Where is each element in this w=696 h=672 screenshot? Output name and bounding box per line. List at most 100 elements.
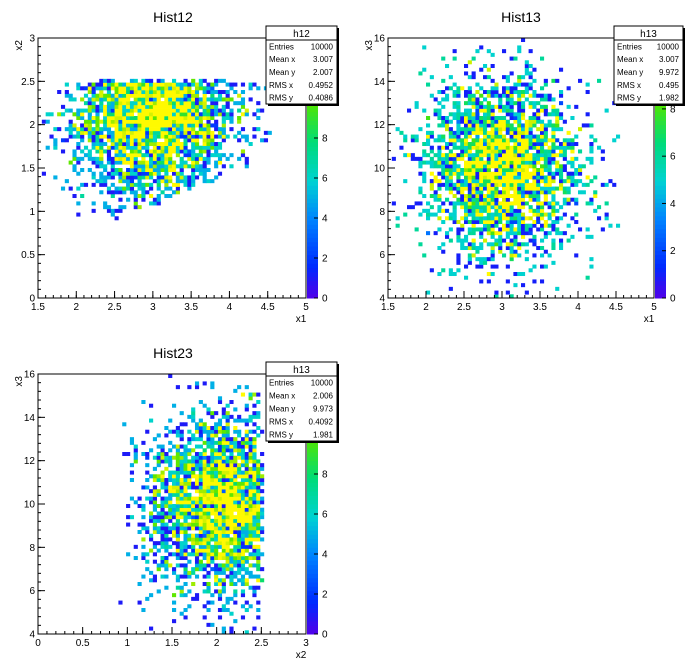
heatmap-cell bbox=[160, 86, 165, 91]
heatmap-cell bbox=[551, 130, 556, 135]
heatmap-cell bbox=[547, 145, 552, 150]
heatmap-cell bbox=[194, 138, 200, 143]
heatmap-cell bbox=[540, 223, 545, 228]
heatmap-cell bbox=[452, 272, 457, 277]
heatmap-cell bbox=[543, 182, 548, 187]
heatmap-cell bbox=[490, 201, 495, 206]
heatmap-cell bbox=[555, 138, 560, 143]
heatmap-cell bbox=[456, 171, 461, 176]
heatmap-cell bbox=[118, 97, 123, 102]
heatmap-cell bbox=[248, 86, 253, 91]
heatmap-cell bbox=[559, 242, 564, 247]
heatmap-cell bbox=[479, 234, 484, 239]
heatmap-cell bbox=[536, 108, 541, 113]
heatmap-cell bbox=[589, 257, 594, 262]
heatmap-cell bbox=[145, 86, 150, 91]
heatmap-cell bbox=[164, 164, 169, 169]
heatmap-cell bbox=[479, 220, 484, 225]
heatmap-cell bbox=[426, 82, 431, 87]
heatmap-cell bbox=[543, 175, 548, 180]
heatmap-cell bbox=[441, 220, 446, 225]
heatmap-cell bbox=[191, 533, 196, 538]
heatmap-cell bbox=[524, 90, 529, 95]
heatmap-cell bbox=[179, 563, 184, 568]
heatmap-cell bbox=[464, 171, 469, 176]
heatmap-cell bbox=[410, 156, 415, 161]
heatmap-cell bbox=[80, 182, 85, 187]
heatmap-cell bbox=[240, 582, 246, 587]
heatmap-cell bbox=[145, 142, 150, 147]
heatmap-cell bbox=[407, 108, 412, 113]
heatmap-cell bbox=[198, 168, 203, 173]
heatmap-cell bbox=[206, 522, 211, 527]
heatmap-cell bbox=[574, 253, 579, 258]
heatmap-cell bbox=[183, 615, 188, 620]
heatmap-cell bbox=[179, 455, 184, 460]
heatmap-cell bbox=[225, 500, 230, 505]
heatmap-cell bbox=[194, 82, 200, 87]
heatmap-cell bbox=[562, 142, 567, 147]
heatmap-cell bbox=[149, 138, 154, 143]
heatmap-cell bbox=[422, 179, 427, 184]
heatmap-cell bbox=[152, 142, 157, 147]
stats-box-frame bbox=[613, 25, 684, 105]
heatmap-cell bbox=[486, 272, 491, 277]
heatmap-cell bbox=[87, 134, 92, 139]
heatmap-cell bbox=[198, 504, 203, 509]
heatmap-cell bbox=[187, 522, 192, 527]
heatmap-cell bbox=[210, 544, 215, 549]
heatmap-cell bbox=[260, 474, 265, 479]
heatmap-cell bbox=[464, 164, 469, 169]
heatmap-cell bbox=[517, 197, 522, 202]
heatmap-cell bbox=[433, 190, 438, 195]
heatmap-cell bbox=[137, 108, 142, 113]
heatmap-cell bbox=[509, 160, 514, 165]
heatmap-cell bbox=[175, 175, 180, 180]
heatmap-cell bbox=[126, 104, 131, 109]
heatmap-cell bbox=[114, 123, 119, 128]
heatmap-cell bbox=[175, 574, 180, 579]
heatmap-cell bbox=[145, 478, 150, 483]
heatmap-cell bbox=[248, 556, 253, 561]
heatmap-cell bbox=[168, 86, 173, 91]
heatmap-cell bbox=[145, 127, 150, 132]
heatmap-cell bbox=[445, 168, 450, 173]
heatmap-cell bbox=[221, 526, 226, 531]
heatmap-cell bbox=[149, 112, 154, 117]
heatmap-cell bbox=[437, 272, 442, 277]
heatmap-cell bbox=[156, 130, 161, 135]
heatmap-cell bbox=[551, 138, 556, 143]
heatmap-cell bbox=[248, 455, 253, 460]
heatmap-cell bbox=[422, 208, 427, 213]
heatmap-cell bbox=[521, 145, 526, 150]
heatmap-cell bbox=[418, 201, 423, 206]
heatmap-cell bbox=[244, 544, 249, 549]
heatmap-cell bbox=[233, 429, 238, 434]
heatmap-cell bbox=[210, 552, 215, 557]
heatmap-cell bbox=[221, 478, 226, 483]
heatmap-cell bbox=[502, 238, 507, 243]
heatmap-cell bbox=[490, 231, 495, 236]
heatmap-cell bbox=[483, 220, 488, 225]
heatmap-cell bbox=[217, 97, 223, 102]
heatmap-cell bbox=[244, 630, 249, 635]
heatmap-cell bbox=[68, 93, 73, 98]
colorbar-swatch bbox=[307, 220, 318, 225]
heatmap-cell bbox=[129, 186, 135, 191]
colorbar-swatch bbox=[307, 556, 318, 561]
y-tick-label: 14 bbox=[374, 77, 386, 88]
heatmap-cell bbox=[210, 600, 215, 605]
colorbar-tick-label: 2 bbox=[322, 254, 328, 265]
heatmap-cell bbox=[562, 153, 567, 158]
heatmap-cell bbox=[437, 112, 442, 117]
colorbar-swatch bbox=[307, 621, 318, 626]
heatmap-cell bbox=[445, 142, 450, 147]
heatmap-cell bbox=[191, 500, 196, 505]
heatmap-cell bbox=[164, 112, 169, 117]
heatmap-cell bbox=[483, 97, 488, 102]
heatmap-cell bbox=[179, 466, 184, 471]
heatmap-cell bbox=[256, 481, 261, 486]
heatmap-cell bbox=[152, 515, 157, 520]
heatmap-cell bbox=[183, 470, 188, 475]
colorbar-swatch bbox=[307, 207, 318, 212]
